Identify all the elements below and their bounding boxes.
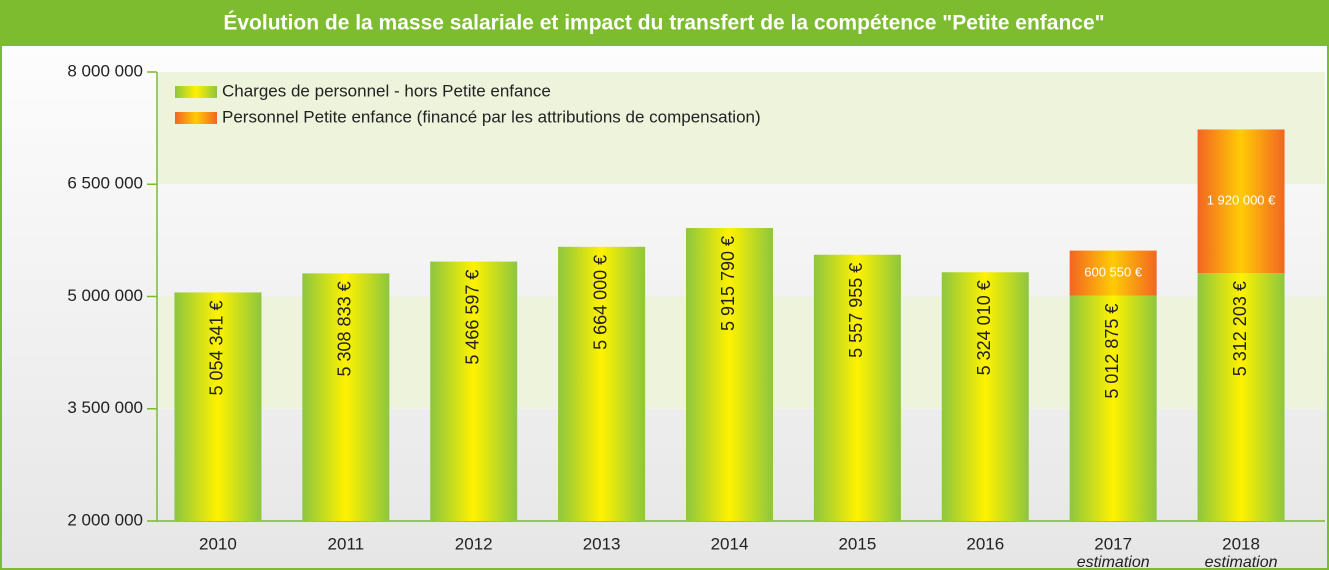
- x-tick-label: 2016: [966, 534, 1004, 553]
- x-tick-label: 2014: [711, 534, 749, 553]
- y-tick-label: 8 000 000: [67, 61, 143, 80]
- value-label: 5 664 000 €: [590, 255, 610, 350]
- value-label: 5 557 955 €: [846, 263, 866, 358]
- title-bar: [0, 0, 1329, 46]
- bar-segment: [1069, 250, 1157, 296]
- bar-segment: [1197, 129, 1285, 274]
- legend-swatch: [175, 112, 217, 124]
- value-label: 5 308 833 €: [335, 281, 355, 376]
- y-tick-label: 5 000 000: [67, 286, 143, 305]
- bar-segment: [813, 254, 901, 521]
- value-label: 600 550 €: [1084, 265, 1143, 280]
- x-tick-note: estimation: [1077, 554, 1150, 570]
- x-tick-label: 2010: [199, 534, 237, 553]
- x-tick-label: 2017: [1094, 534, 1132, 553]
- bar-segment: [941, 272, 1029, 521]
- bar-segment: [430, 261, 518, 521]
- value-label: 5 466 597 €: [462, 270, 482, 365]
- legend-swatch: [175, 86, 217, 98]
- y-tick-label: 3 500 000: [67, 398, 143, 417]
- x-tick-label: 2011: [328, 534, 365, 553]
- bar-segment: [686, 227, 773, 521]
- y-tick-label: 6 500 000: [67, 174, 143, 193]
- value-label: 5 054 341 €: [207, 300, 227, 395]
- bar-segment: [302, 273, 390, 521]
- legend-label: Personnel Petite enfance (financé par le…: [222, 107, 761, 126]
- x-tick-label: 2015: [838, 534, 876, 553]
- grid-band: [157, 72, 1325, 185]
- x-tick-label: 2018: [1222, 534, 1260, 553]
- value-label: 1 920 000 €: [1207, 193, 1276, 208]
- bar-segment: [1197, 273, 1285, 521]
- value-label: 5 312 203 €: [1230, 281, 1250, 376]
- y-tick-label: 2 000 000: [67, 510, 143, 529]
- value-label: 5 915 790 €: [718, 236, 738, 331]
- value-label: 5 324 010 €: [974, 280, 994, 375]
- bar-segment: [558, 246, 646, 521]
- bar-segment: [1069, 295, 1157, 521]
- x-tick-label: 2013: [583, 534, 621, 553]
- value-label: 5 012 875 €: [1102, 304, 1122, 399]
- chart-title: Évolution de la masse salariale et impac…: [223, 12, 1104, 35]
- legend-label: Charges de personnel - hors Petite enfan…: [222, 81, 551, 100]
- bar-segment: [174, 292, 262, 521]
- x-tick-label: 2012: [455, 534, 493, 553]
- x-tick-note: estimation: [1205, 554, 1278, 570]
